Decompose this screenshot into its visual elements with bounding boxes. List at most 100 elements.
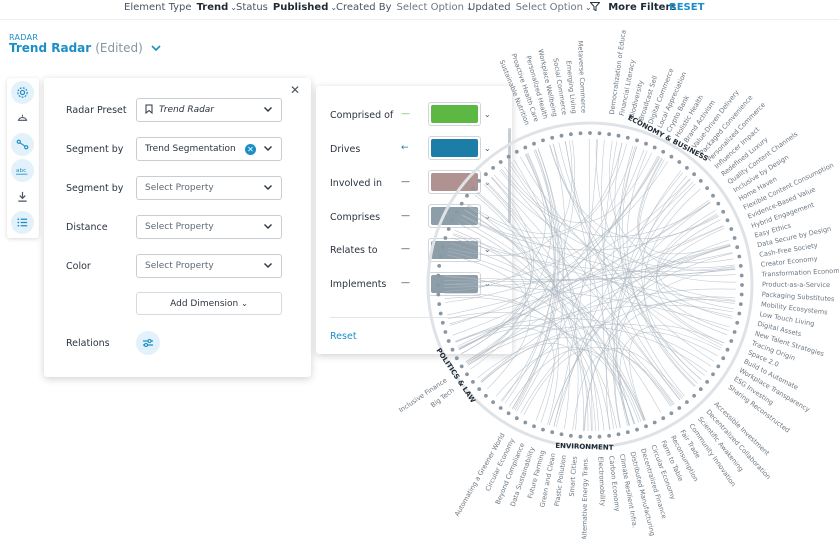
chevron-down-icon[interactable]: ⌄: [484, 212, 491, 221]
radar-chord: [447, 312, 617, 429]
chevron-down-icon[interactable]: ⌄: [484, 279, 491, 288]
radar-chord: [520, 299, 736, 414]
radar-node: [443, 236, 448, 240]
radar-node: [661, 416, 666, 421]
radar-node: [635, 138, 639, 143]
radar-node: [597, 434, 602, 439]
radar-chord: [450, 242, 675, 405]
relations-toggle-button[interactable]: [136, 331, 160, 355]
radar-node: [450, 218, 455, 223]
relation-arrow-icon: ←: [401, 143, 409, 153]
radar-chord: [549, 144, 737, 283]
radar-node: [514, 416, 519, 421]
download-icon[interactable]: [11, 185, 34, 208]
radar-chord: [480, 245, 731, 382]
filter-created-by-value: Select Option: [396, 2, 464, 13]
text-icon[interactable]: abc: [11, 159, 34, 182]
radar-chord: [459, 218, 646, 421]
reset-filters-button[interactable]: RESET: [669, 2, 705, 13]
close-icon[interactable]: ✕: [290, 83, 301, 97]
radar-node: [450, 347, 455, 352]
add-dimension-button[interactable]: Add Dimension ⌄: [136, 292, 282, 315]
relation-label: Relates to: [330, 245, 378, 256]
radar-item-label: Smart Cities: [568, 455, 579, 496]
relation-line-icon: —: [401, 278, 410, 288]
relation-line-icon: —: [401, 177, 410, 187]
filter-icon: [589, 2, 603, 13]
radar-chord: [462, 143, 627, 239]
radar-chord: [508, 349, 644, 421]
relation-label: Comprises: [330, 212, 381, 223]
radar-node: [677, 160, 682, 164]
radar-node: [711, 193, 715, 198]
radar-chord: [552, 143, 705, 376]
segment-by-value: Trend Segmentation: [145, 144, 236, 154]
add-dimension-label: Add Dimension: [170, 299, 239, 309]
radar-node: [685, 166, 689, 170]
swatch-fill: [431, 173, 478, 191]
radar-chord: [501, 150, 556, 402]
radar-chord: [465, 146, 636, 362]
distance-placeholder: Select Property: [145, 222, 214, 232]
relation-label: Involved in: [330, 178, 383, 189]
radar-node: [559, 432, 564, 437]
radar-settings-panel: [44, 78, 311, 377]
chevron-down-icon: [263, 143, 273, 156]
page-title[interactable]: Trend Radar (Edited): [9, 41, 161, 55]
color-placeholder: Select Property: [145, 261, 214, 271]
share-icon[interactable]: [11, 133, 34, 156]
color-select[interactable]: Select Property: [136, 254, 282, 278]
more-filters-button[interactable]: More Filters: [589, 2, 676, 13]
radar-node: [491, 400, 495, 404]
relations-scrollbar[interactable]: [508, 128, 511, 223]
filter-element-type[interactable]: Element Type Trend ⌄: [124, 2, 237, 13]
relation-color-swatch[interactable]: [428, 136, 481, 160]
layers-icon[interactable]: [11, 107, 34, 130]
swatch-fill: [431, 105, 478, 123]
radar-node: [454, 356, 459, 361]
radar-item-label: Product-as-a-Service: [762, 281, 830, 290]
settings-icon[interactable]: [11, 81, 34, 104]
radar-outer-ring: [426, 121, 754, 449]
distance-select[interactable]: Select Property: [136, 215, 282, 239]
radar-chord: [447, 254, 531, 390]
segment-by-2-placeholder: Select Property: [145, 183, 214, 193]
bookmark-icon: [145, 104, 153, 117]
chevron-down-icon: [263, 104, 273, 117]
chevron-down-icon[interactable]: ⌄: [484, 144, 491, 153]
radar-segment-label: ENVIRONMENT: [555, 442, 614, 452]
radar-node: [465, 372, 469, 377]
radar-node: [541, 138, 545, 143]
radar-node: [732, 236, 737, 240]
filter-created-by[interactable]: Created By Select Option ⌄: [336, 2, 473, 13]
list-icon[interactable]: [11, 211, 34, 234]
relation-label: Comprised of: [330, 110, 394, 121]
relations-reset-button[interactable]: Reset: [330, 331, 357, 342]
radar-chord: [491, 176, 681, 401]
clear-icon[interactable]: ✕: [245, 144, 256, 155]
radar-chord: [614, 227, 725, 428]
filter-status[interactable]: Status Published ⌄: [236, 2, 337, 13]
radar-node: [578, 434, 583, 439]
edited-indicator: (Edited): [95, 41, 143, 55]
radar-node: [652, 145, 657, 150]
relation-line-icon: —: [401, 244, 410, 254]
relation-color-swatch[interactable]: [428, 102, 481, 126]
chevron-down-icon: [263, 221, 273, 234]
radar-node: [446, 227, 451, 231]
radar-node: [523, 420, 528, 425]
segment-by-2-select[interactable]: Select Property: [136, 176, 282, 200]
radar-node: [692, 172, 696, 177]
radar-node: [454, 209, 459, 214]
radar-node: [669, 154, 674, 159]
radar-node: [477, 179, 482, 183]
radar-chord: [520, 156, 728, 336]
radar-chord: [629, 325, 725, 421]
filter-updated[interactable]: Updated Select Option ⌄: [468, 2, 592, 13]
chevron-down-icon[interactable]: ⌄: [484, 110, 491, 119]
segment-by-select[interactable]: Trend Segmentation ✕: [136, 137, 282, 161]
radar-preset-select[interactable]: Trend Radar: [136, 98, 282, 122]
radar-chord: [444, 297, 605, 431]
divider: [330, 317, 500, 318]
